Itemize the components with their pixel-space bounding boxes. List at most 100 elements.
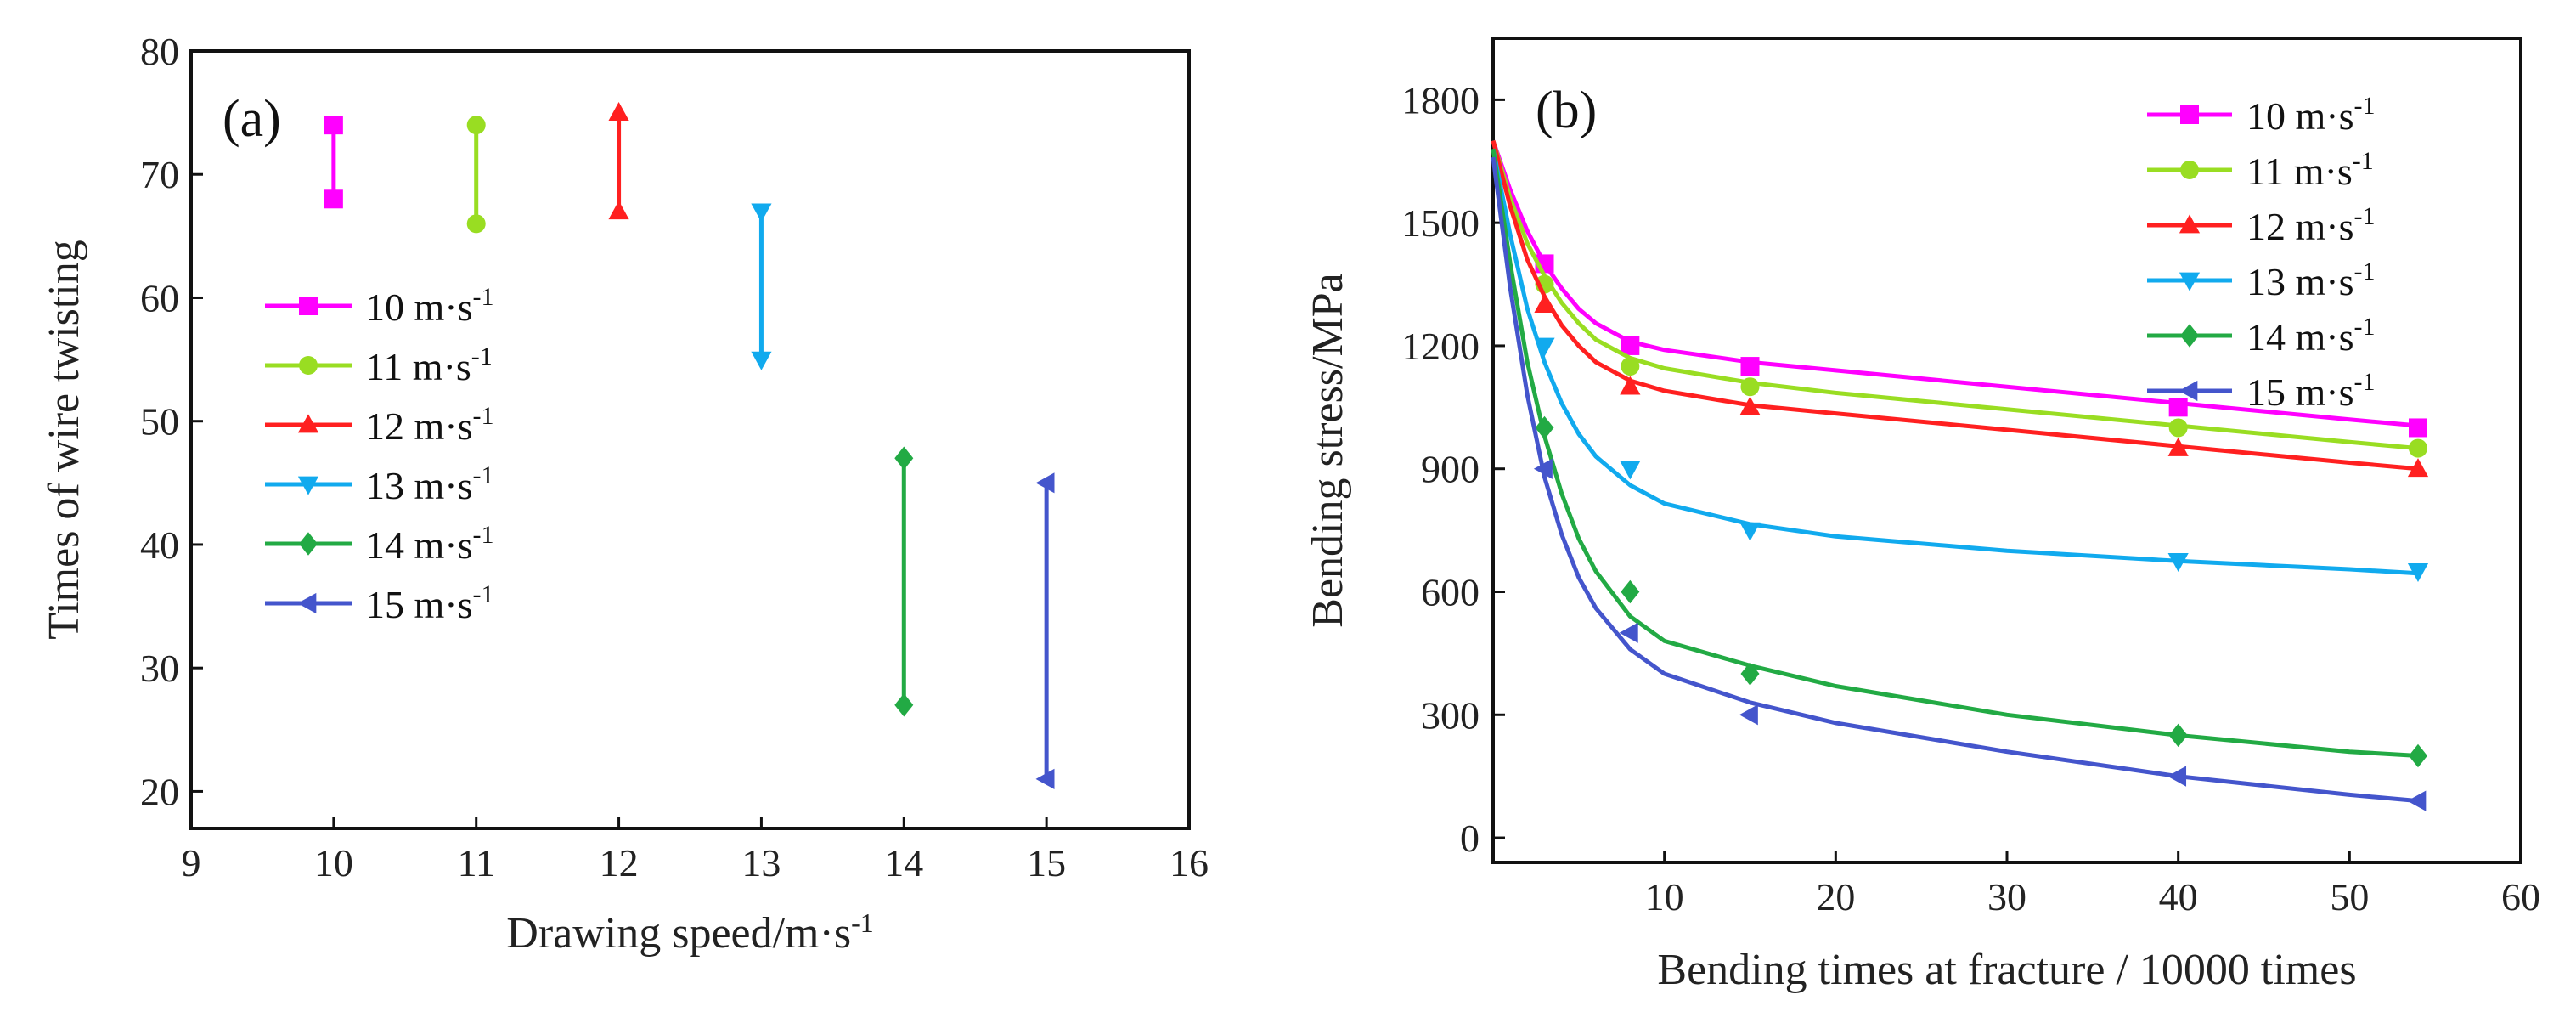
panel-a-y-tick-label-1: 30 [140,647,179,690]
panel-b-y-axis-label: Bending stress/MPa [1304,273,1352,627]
panel-a-x-tick-label-1: 10 [314,841,353,885]
panel-a-legend-marker-4 [299,532,318,556]
panel-b-label: (b) [1536,82,1597,139]
panel-a-low-marker-2 [608,201,629,220]
panel-a-legend-label-sup-4: -1 [473,521,494,549]
panel-a-low-marker-5 [1035,768,1055,790]
panel-a-x-axis-label-sup: -1 [851,907,874,938]
panel-b-x-tick-label-0: 10 [1645,875,1684,918]
panel-b-legend-marker-4 [2180,324,2199,348]
panel-b-y-tick-label-1: 300 [1421,693,1480,737]
panel-b-data-point-2-4 [2407,458,2429,478]
panel-b-legend-label-sup-3: -1 [2354,257,2376,285]
panel-b-legend-label-text-3: 13 m·s [2246,260,2354,303]
panel-b-data-point-1-4 [2409,438,2427,458]
panel-a-legend-label-sup-1: -1 [471,342,493,370]
panel-b-legend-label-text-2: 12 m·s [2246,205,2354,248]
panel-b-legend-label-3: 13 m·s-1 [2246,257,2376,303]
panel-a-legend-label-3: 13 m·s-1 [365,461,494,507]
panel-a-legend-marker-0 [299,297,318,315]
panel-a-low-marker-3 [751,351,772,370]
panel-b-legend-label-text-5: 15 m·s [2246,370,2354,414]
panel-a-axes: 9 10 11 12 13 14 15 16 20 30 40 50 60 70 80 [140,30,1209,885]
panel-a-x-axis-label: Drawing speed/m·s-1 [506,907,873,958]
panel-b-data-point-4-3 [2168,723,2188,748]
panel-b-data-point-0-3 [2168,398,2188,417]
panel-b-legend-label-sup-4: -1 [2354,313,2376,341]
panel-b-data-point-2-1 [1620,376,1641,395]
panel-a-legend-label-text-1: 11 m·s [365,345,471,388]
panel-a-y-tick-label-2: 40 [140,523,179,567]
panel-b-x-tick-label-1: 20 [1816,875,1855,918]
panel-a-legend-label-text-2: 12 m·s [365,404,473,448]
panel-b-legend-label-4: 14 m·s-1 [2246,313,2376,359]
panel-b-y-tick-label-4: 1200 [1401,325,1480,368]
panel-b-data-point-5-2 [1739,704,1758,726]
panel-b-y-tick-label-3: 900 [1421,448,1480,491]
panel-b-legend-marker-3 [2179,272,2201,291]
panel-b-legend-marker-0 [2180,105,2199,124]
panel-a-x-tick-label-6: 15 [1027,841,1066,885]
panel-a-y-axis-label: Times of wire twisting [40,240,88,639]
panel-b-data-point-2-0 [1534,294,1555,314]
panel-a-legend-label-text-5: 15 m·s [365,583,473,626]
panel-a-high-marker-3 [751,203,772,223]
panel-a-legend-label-1: 11 m·s-1 [365,342,493,388]
panel-a-high-marker-1 [466,116,486,135]
panel-b-x-axis-label: Bending times at fracture / 10000 times [1657,946,2356,994]
panel-a-high-marker-2 [608,101,629,121]
panel-b-data-point-0-2 [1740,357,1760,376]
panel-b-x-tick-label-3: 40 [2159,875,2198,918]
panel-b-legend-label-text-1: 11 m·s [2246,150,2353,193]
panel-a-high-marker-5 [1035,472,1055,494]
panel-b-data-point-4-2 [1740,662,1760,686]
panel-b-legend-label-sup-0: -1 [2354,92,2376,120]
panel-b-legend-label-sup-2: -1 [2354,202,2376,230]
panel-a-plot-frame [189,49,1191,830]
panel-a-x-axis-label-text: Drawing speed/m·s [506,909,851,958]
panel-b-x-tick-label-5: 60 [2501,875,2540,918]
panel-b-data-point-0-1 [1621,336,1640,355]
panel-a-y-tick-label-6: 80 [140,30,179,73]
panel-a-legend-label-text-3: 13 m·s [365,464,473,507]
panel-a-legend-label-sup-0: -1 [473,283,494,311]
panel-a-y-tick-label-5: 70 [140,153,179,196]
panel-b-legend-marker-5 [2179,380,2198,402]
panel-a-y-tick-label-3: 50 [140,400,179,444]
panel-b-fit-line-5 [1491,156,2419,804]
panel-a-legend-label-text-4: 14 m·s [365,523,473,567]
panel-b-legend-label-text-4: 14 m·s [2246,315,2354,359]
panel-b-fit-line-4 [1491,148,2419,758]
panel-b-y-tick-label-0: 0 [1460,817,1480,860]
panel-b-data-point-5-1 [1619,622,1638,643]
panel-b-data-point-4-1 [1621,579,1640,604]
panel-b-legend-label-2: 12 m·s-1 [2246,202,2376,248]
panel-b-x-tick-label-4: 50 [2330,875,2369,918]
panel-a-x-tick-label-4: 13 [741,841,781,885]
panel-a-x-tick-label-0: 9 [182,841,201,885]
panel-b-data-point-5-3 [2167,766,2187,787]
panel-b-data-point-2-3 [2167,437,2189,456]
panel-b-data-point-5-0 [1533,458,1553,479]
panel-b-fit-line-3 [1491,148,2419,576]
panel-a-x-tick-label-2: 11 [458,841,495,885]
panel-a-legend-label-sup-3: -1 [473,461,494,489]
panel-a-low-marker-1 [466,214,486,234]
panel-a-high-marker-4 [894,446,914,471]
panel-b-data-point-2-2 [1739,396,1761,415]
panel-b-data-point-0-4 [2409,418,2427,438]
panel-a-legend-label-text-0: 10 m·s [365,285,473,329]
panel-a-series [324,101,1055,790]
panel-b-data-point-3-2 [1739,522,1761,541]
panel-a-x-tick-label-5: 14 [884,841,923,885]
panel-b-legend-label-5: 15 m·s-1 [2246,368,2376,414]
panel-b-data-point-1-1 [1621,357,1640,376]
panel-a-legend-marker-2 [297,414,319,433]
panel-b-legend-marker-2 [2179,214,2201,234]
panel-a-legend-label-sup-5: -1 [473,580,494,608]
panel-a-legend-marker-3 [297,476,319,495]
